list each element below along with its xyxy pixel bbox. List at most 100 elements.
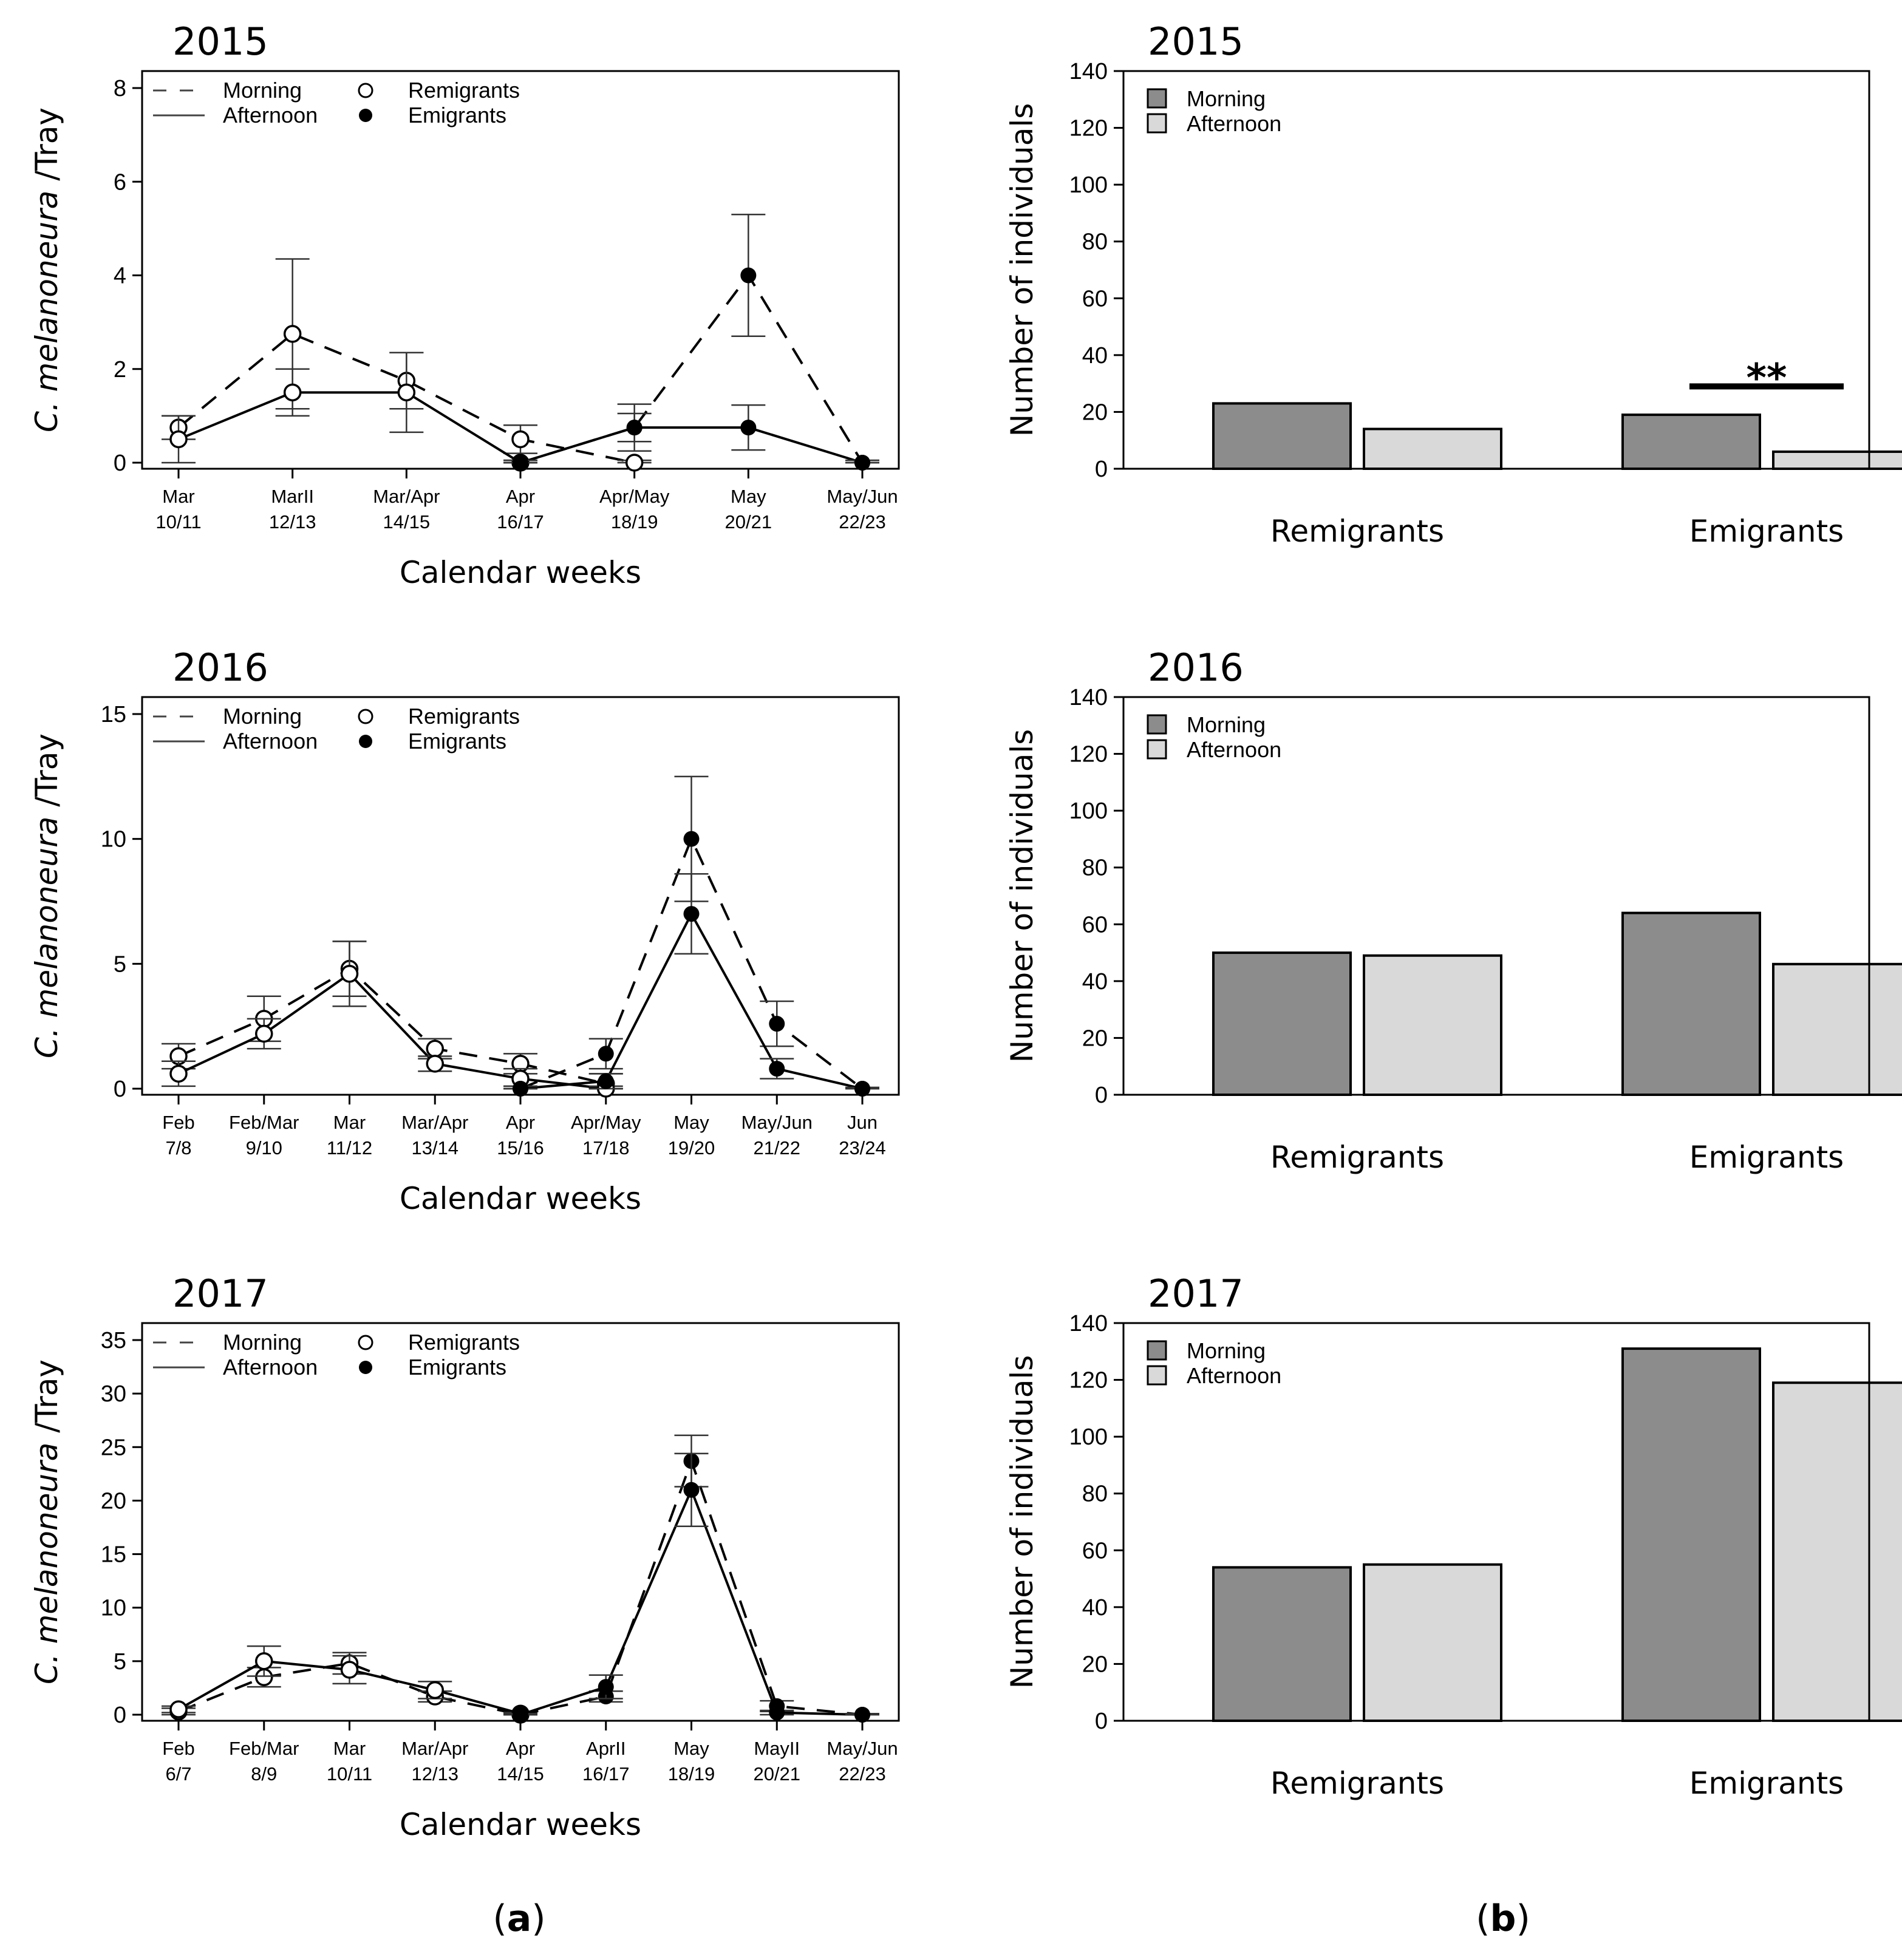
x-tick-label-month: Apr/May [599,486,670,507]
legend-swatch-morning [1147,88,1167,109]
y-tick-label: 120 [1069,742,1108,767]
x-tick-label-weeks: 16/17 [582,1763,630,1785]
y-tick-label: 0 [1095,1083,1108,1108]
line-chart-2017: 2017 0 5 10 15 20 25 30 35 Feb 6/7 Feb/Mar 8/9 Mar 10/… [29,1271,900,1842]
emigrant-point [513,455,528,471]
bar-morning [1621,1347,1761,1723]
y-tick-label: 120 [1069,116,1108,141]
y-tick-label: 60 [1082,1538,1108,1564]
emigrant-point [513,1707,528,1723]
bar-afternoon [1363,1563,1502,1722]
y-axis-title: Number of individuals [1004,729,1040,1063]
remigrant-point [625,454,644,472]
bar-afternoon [1363,954,1502,1096]
y-tick-label: 2 [114,357,126,383]
legend-afternoon: Afternoon [223,103,318,128]
y-tick-label: 0 [114,1077,126,1102]
category-label: Remigrants [1270,1766,1444,1801]
remigrant-point [511,430,530,449]
x-tick-label-month: Feb [162,1738,194,1759]
x-tick-label-month: May/Jun [827,1738,898,1759]
emigrant-point [598,1679,614,1695]
y-tick-label: 15 [101,1542,126,1568]
y-tick-label: 0 [1095,1709,1108,1734]
remigrant-point [169,1700,188,1718]
remigrant-point [169,430,188,449]
remigrant-point [283,325,302,343]
chart-title: 2016 [1148,645,1244,690]
emigrant-point [683,831,700,847]
x-tick-label-weeks: 10/11 [155,511,201,533]
emigrant-point [854,1081,870,1097]
y-tick-label: 25 [101,1435,126,1460]
line-chart-2015: 2015 0 2 4 6 8 Mar 10/11 MarII 12/13 Mar/Apr 14/15 A… [29,19,900,590]
x-tick-label-month: Feb/Mar [229,1112,299,1133]
series-line [520,835,864,1090]
x-tick-label-weeks: 18/19 [668,1763,715,1785]
x-tick-label-weeks: 10/11 [327,1763,372,1785]
y-tick-label: 140 [1069,1311,1108,1336]
category-label: Remigrants [1270,514,1444,549]
legend-emigrants: Emigrants [408,729,506,754]
x-tick-label-weeks: 13/14 [411,1137,458,1159]
bar-morning [1621,413,1761,470]
x-tick-label-month: May [731,486,766,507]
x-tick-label-month: Apr [506,486,535,507]
x-tick-label-weeks: 7/8 [165,1137,191,1159]
emigrant-point [740,420,757,436]
legend-morning: Morning [1187,1338,1266,1363]
legend-morning: Morning [1187,712,1266,737]
plot-frame [141,70,900,470]
y-axis-title: C. melanoneura /Tray [29,1359,64,1684]
chart-title: 2017 [1148,1271,1244,1316]
x-tick-label-month: May/Jun [827,486,898,507]
y-tick-label: 20 [1082,1026,1108,1051]
legend-morning: Morning [1187,86,1266,111]
remigrant-point [426,1055,444,1073]
x-tick-label-month: May [673,1112,709,1133]
category-label: Remigrants [1270,1140,1444,1175]
legend-afternoon: Afternoon [1187,111,1281,136]
x-tick-label-month: MarII [271,486,314,507]
emigrant-point [683,906,700,922]
y-axis-title: C. melanoneura /Tray [29,733,64,1058]
chart-title: 2015 [1148,19,1244,64]
x-tick-label-month: Mar [333,1112,366,1133]
remigrant-point [255,1024,273,1043]
x-tick-label-month: Mar [333,1738,366,1759]
x-tick-label-month: AprII [586,1738,625,1759]
y-tick-label: 30 [101,1381,126,1407]
emigrant-point [740,267,757,284]
x-tick-label-weeks: 12/13 [269,511,316,533]
y-tick-label: 40 [1082,343,1108,369]
emigrant-point [854,455,870,471]
category-label: Emigrants [1689,514,1844,549]
y-tick-label: 100 [1069,1424,1108,1450]
y-tick-label: 5 [114,951,126,977]
legend-open-marker [358,709,373,724]
legend-swatch-morning [1147,1340,1167,1361]
remigrant-point [340,1661,359,1679]
legend-remigrants: Remigrants [408,1330,520,1355]
plot-frame [1122,696,1870,1096]
series-line [520,426,863,464]
x-axis-title: Calendar weeks [400,555,641,590]
x-tick-label-weeks: 19/20 [668,1137,715,1159]
x-tick-label-month: MayII [754,1738,800,1759]
bar-morning [1621,911,1761,1096]
bar-afternoon [1772,962,1902,1097]
y-axis-title: Number of individuals [1004,1355,1040,1689]
x-tick-label-weeks: 23/24 [839,1137,886,1159]
y-tick-label: 140 [1069,59,1108,84]
legend-emigrants: Emigrants [408,1355,506,1380]
x-tick-label-weeks: 9/10 [246,1137,282,1159]
series-line [177,332,635,464]
y-axis-title: Number of individuals [1004,103,1040,437]
legend-filled-marker [359,1361,372,1374]
y-axis-title-species: C. melanoneura [29,191,64,432]
y-axis-title-unit: /Tray [29,1359,64,1443]
x-tick-label-weeks: 6/7 [165,1763,191,1785]
legend-afternoon: Afternoon [1187,1363,1281,1388]
bar-afternoon [1772,450,1902,471]
legend-remigrants: Remigrants [408,704,520,729]
